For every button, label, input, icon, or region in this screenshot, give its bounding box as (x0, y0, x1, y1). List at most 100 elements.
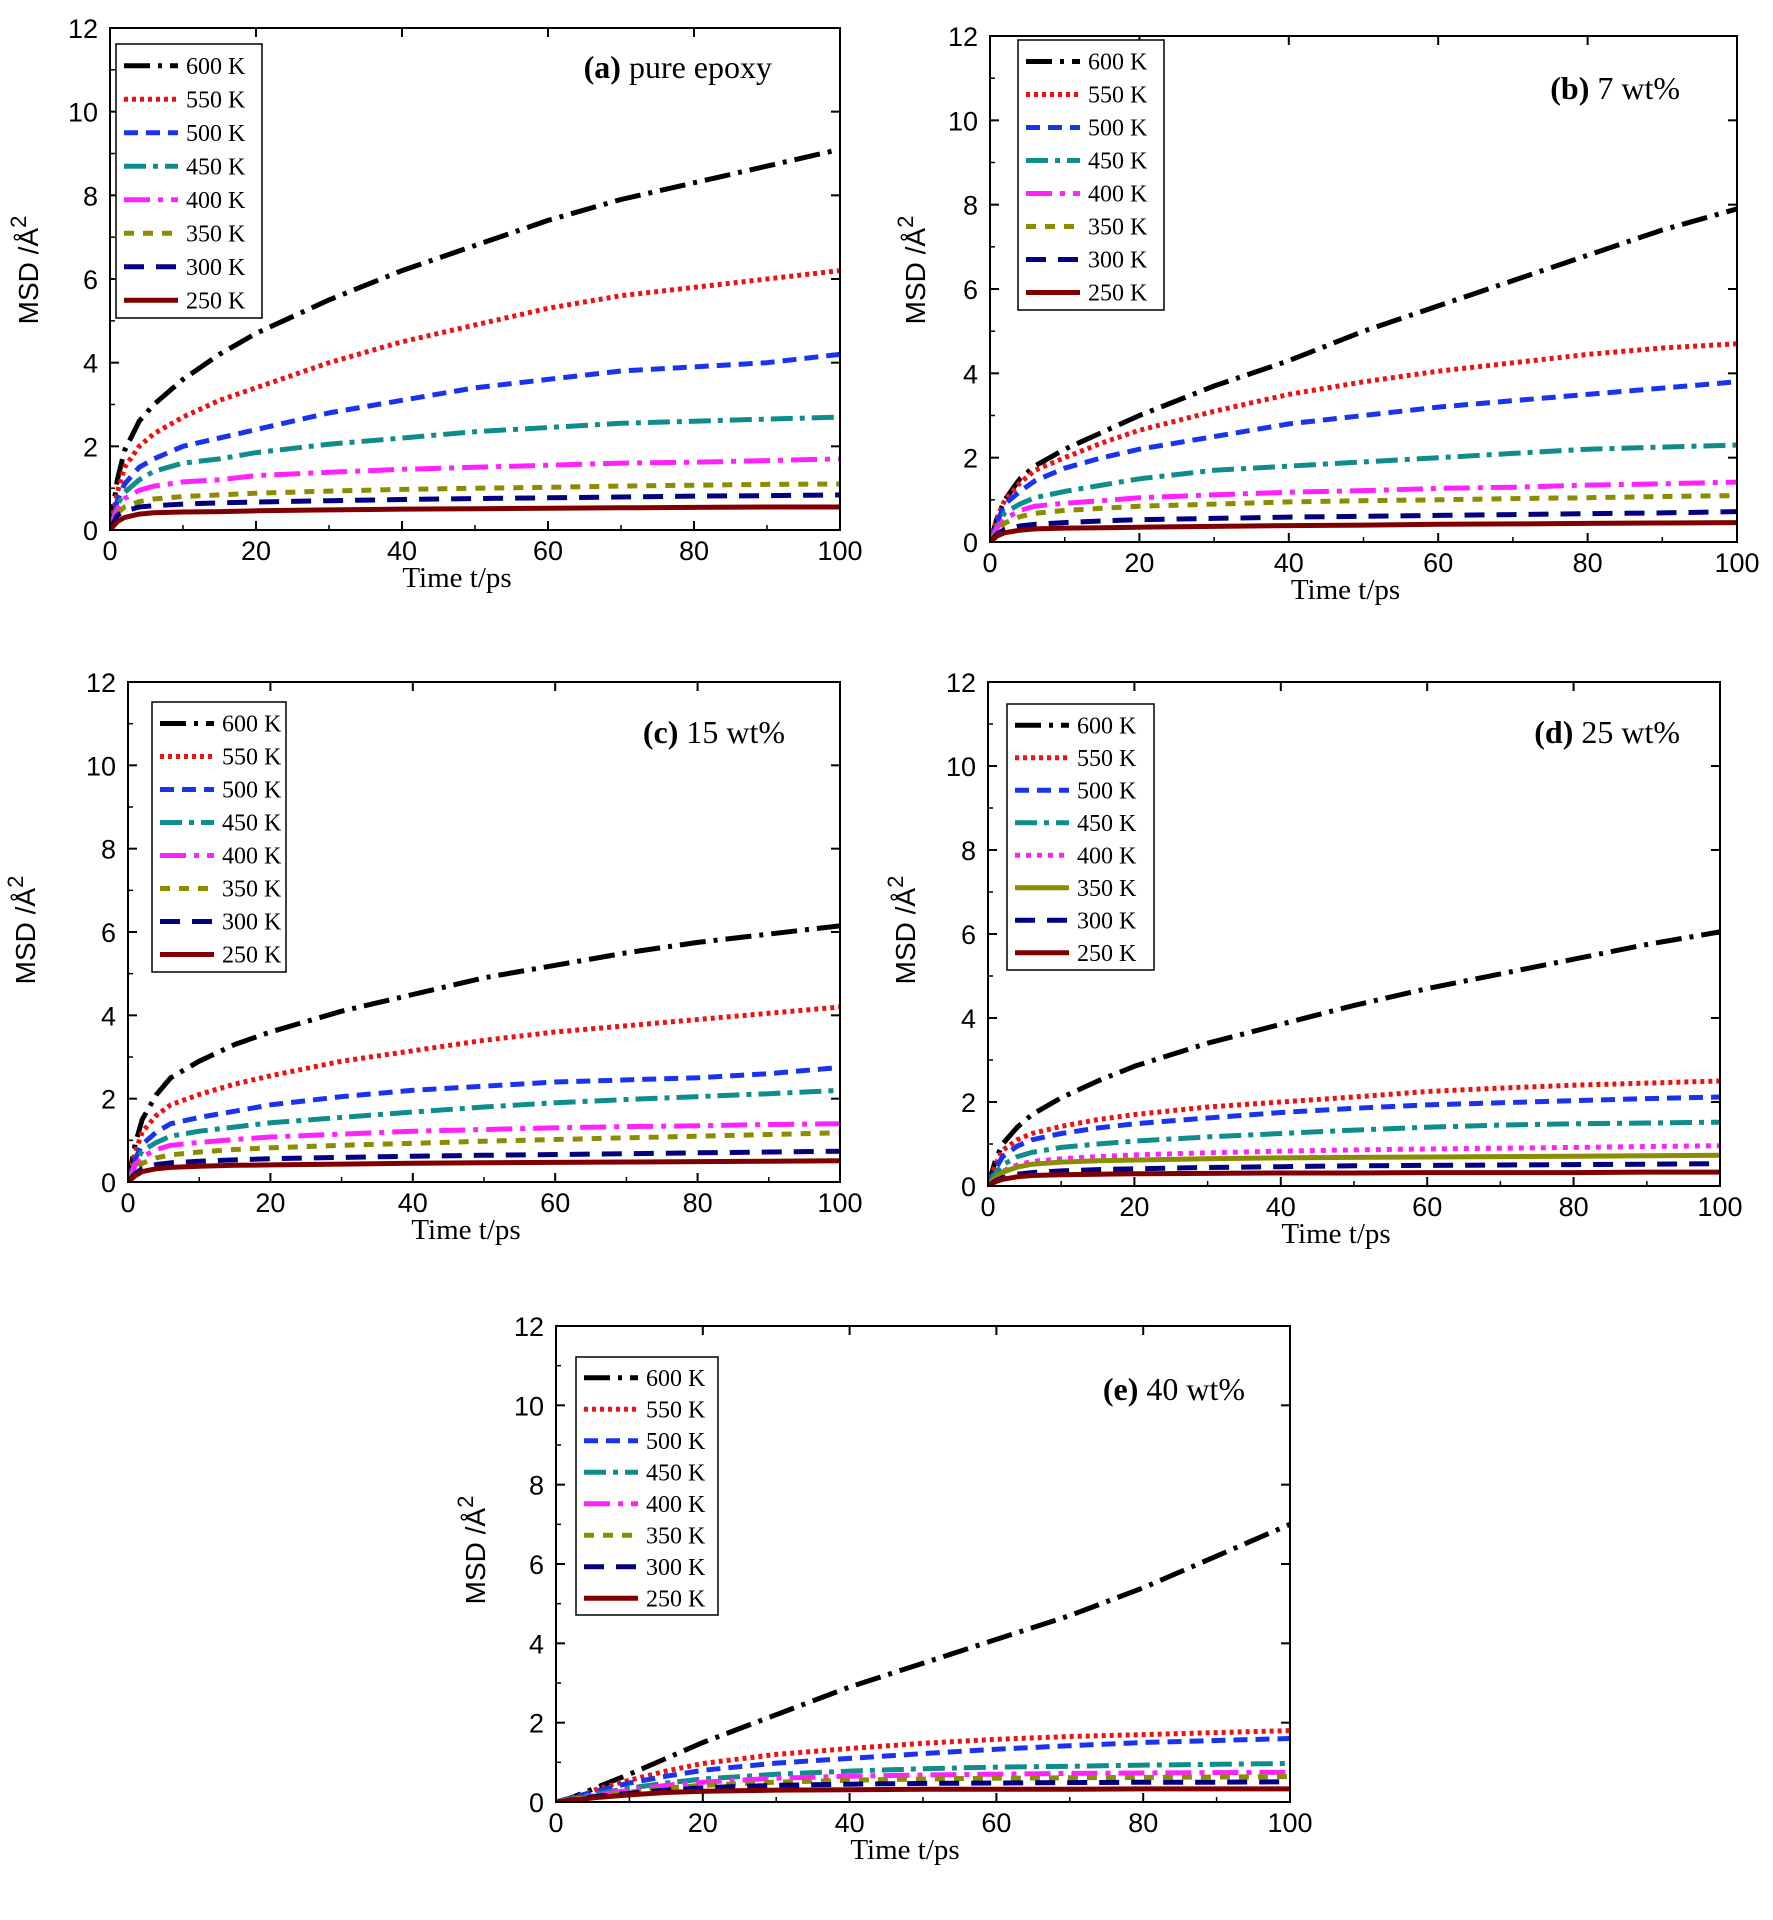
x-tick-label: 60 (540, 1188, 570, 1218)
legend-label: 400 K (1088, 182, 1148, 208)
legend-box (151, 701, 287, 973)
legend-label: 250 K (186, 288, 246, 314)
x-tick-label: 60 (533, 536, 563, 566)
legend-label: 550 K (646, 1397, 706, 1423)
legend-box (575, 1356, 719, 1616)
legend-label: 550 K (1088, 83, 1148, 109)
legend-label: 500 K (222, 778, 282, 804)
legend: 600 K 550 K 500 K 450 K 400 K 350 K 300 K 250 K (575, 1356, 719, 1616)
series-line-450k (128, 1087, 840, 1182)
legend-label: 350 K (186, 221, 246, 247)
series-line-350k (988, 1152, 1720, 1186)
x-tick-label: 20 (688, 1808, 718, 1838)
x-tick-label: 0 (120, 1188, 135, 1218)
x-tick-label: 0 (548, 1808, 563, 1838)
y-tick-label: 8 (529, 1471, 544, 1501)
series-group (990, 206, 1737, 542)
legend-label: 400 K (646, 1492, 706, 1518)
y-tick-label: 2 (961, 1088, 976, 1118)
x-tick-label: 0 (980, 1192, 995, 1222)
y-tick-label: 8 (83, 181, 98, 211)
panel-title: (d) 25 wt% (1534, 714, 1680, 750)
legend: 600 K 550 K 500 K 450 K 400 K 350 K 300 K 250 K (1017, 39, 1165, 311)
legend-label: 350 K (1077, 876, 1137, 902)
y-tick-label: 10 (514, 1391, 544, 1421)
legend-label: 450 K (646, 1460, 706, 1486)
x-tick-label: 40 (1274, 548, 1304, 578)
series-group (556, 1522, 1290, 1802)
legend-label: 500 K (646, 1429, 706, 1455)
legend-label: 300 K (222, 910, 282, 936)
y-tick-label: 4 (961, 1004, 976, 1034)
series-group (128, 923, 840, 1182)
y-tick-label: 12 (946, 668, 976, 698)
legend: 600 K 550 K 500 K 450 K 400 K 350 K 300 K 250 K (115, 43, 263, 319)
y-tick-label: 2 (101, 1085, 116, 1115)
series-line-400k (990, 479, 1737, 542)
legend-box (1006, 703, 1155, 971)
legend-label: 300 K (1077, 908, 1137, 934)
series-line-600k (988, 929, 1720, 1186)
x-tick-label: 80 (1559, 1192, 1589, 1222)
legend-label: 600 K (222, 712, 282, 738)
series-line-300k (990, 509, 1737, 542)
legend-box (1017, 39, 1165, 311)
x-axis-title: Time t/ps (1291, 574, 1400, 606)
x-tick-label: 40 (835, 1808, 865, 1838)
series-line-300k (988, 1161, 1720, 1186)
x-tick-label: 80 (683, 1188, 713, 1218)
y-tick-label: 12 (68, 14, 98, 44)
series-line-500k (128, 1064, 840, 1182)
series-group (110, 146, 840, 530)
series-line-400k (988, 1143, 1720, 1186)
series-group (988, 929, 1720, 1186)
x-tick-label: 100 (817, 1188, 862, 1218)
x-tick-label: 100 (1267, 1808, 1312, 1838)
y-tick-label: 0 (961, 1172, 976, 1202)
y-tick-label: 2 (963, 444, 978, 474)
legend-box (115, 43, 263, 319)
legend-label: 450 K (222, 811, 282, 837)
y-tick-label: 12 (948, 22, 978, 52)
legend-label: 500 K (1077, 778, 1137, 804)
legend-label: 450 K (186, 154, 246, 180)
legend-label: 600 K (186, 54, 246, 80)
x-tick-label: 100 (1714, 548, 1759, 578)
series-line-450k (556, 1761, 1290, 1802)
y-tick-label: 6 (961, 920, 976, 950)
y-tick-label: 6 (529, 1550, 544, 1580)
legend-label: 500 K (186, 121, 246, 147)
y-tick-label: 2 (83, 432, 98, 462)
legend-label: 350 K (1088, 215, 1148, 241)
legend-label: 600 K (1088, 50, 1148, 76)
chart-panel-b: 0 20 40 60 80 100 0 2 4 6 8 10 12 Time t/ps MSD /Å2 (b)… (893, 22, 1760, 606)
x-tick-label: 80 (1573, 548, 1603, 578)
x-tick-label: 20 (1119, 1192, 1149, 1222)
legend-label: 600 K (646, 1366, 706, 1392)
x-tick-label: 40 (1266, 1192, 1296, 1222)
x-tick-label: 20 (1124, 548, 1154, 578)
series-line-450k (110, 414, 840, 530)
series-line-250k (556, 1786, 1290, 1802)
y-tick-label: 10 (946, 752, 976, 782)
panel-title: (c) 15 wt% (643, 714, 785, 750)
x-tick-label: 40 (387, 536, 417, 566)
series-line-350k (110, 481, 840, 530)
x-tick-label: 40 (398, 1188, 428, 1218)
series-line-500k (110, 351, 840, 530)
x-tick-label: 20 (241, 536, 271, 566)
y-tick-label: 0 (83, 516, 98, 546)
y-tick-label: 6 (83, 265, 98, 295)
y-tick-label: 2 (529, 1709, 544, 1739)
x-tick-label: 60 (1423, 548, 1453, 578)
y-tick-label: 4 (101, 1001, 116, 1031)
x-tick-label: 80 (1128, 1808, 1158, 1838)
legend-label: 550 K (186, 87, 246, 113)
y-tick-label: 4 (963, 359, 978, 389)
legend-label: 350 K (222, 877, 282, 903)
y-tick-label: 4 (83, 349, 98, 379)
y-axis-title: MSD /Å2 (453, 1496, 491, 1605)
y-tick-label: 8 (961, 836, 976, 866)
legend-label: 250 K (222, 943, 282, 969)
y-axis-title: MSD /Å2 (6, 216, 44, 325)
